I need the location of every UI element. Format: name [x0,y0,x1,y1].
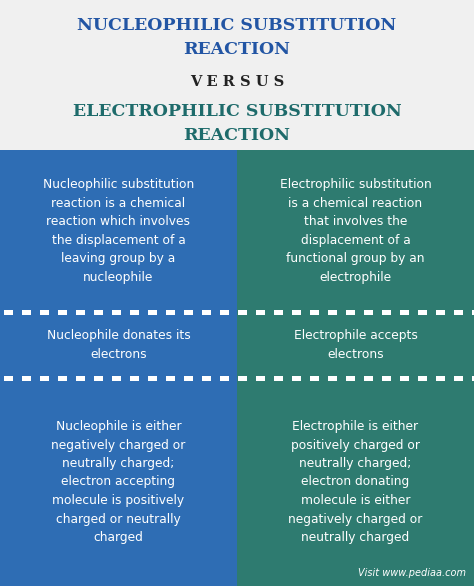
Bar [382,376,391,380]
Bar [40,376,49,380]
Bar [237,312,474,378]
Bar [202,309,211,315]
Text: Nucleophile donates its
electrons: Nucleophile donates its electrons [46,329,191,361]
Bar [166,309,175,315]
Text: Nucleophile is either
negatively charged or
neutrally charged;
electron acceptin: Nucleophile is either negatively charged… [51,420,186,544]
Bar [130,376,139,380]
Text: V E R S U S: V E R S U S [190,75,284,89]
Bar [238,376,247,380]
Bar [436,376,445,380]
Bar [237,150,474,312]
Bar [184,376,193,380]
Bar [130,309,139,315]
Bar [400,376,409,380]
Bar [274,309,283,315]
Bar [4,376,13,380]
Bar [58,309,67,315]
Bar [0,312,237,378]
Text: Nucleophilic substitution
reaction is a chemical
reaction which involves
the dis: Nucleophilic substitution reaction is a … [43,178,194,284]
Bar [436,309,445,315]
Bar [58,376,67,380]
Bar [0,378,237,586]
Bar [148,309,157,315]
Bar [112,376,121,380]
Bar [76,309,85,315]
Bar [472,376,474,380]
Bar [292,309,301,315]
Bar [40,309,49,315]
Bar [148,376,157,380]
Bar [364,376,373,380]
Bar [94,309,103,315]
Bar [292,376,301,380]
Bar [237,378,474,586]
Bar [454,309,463,315]
Bar [220,376,229,380]
Bar [202,376,211,380]
Bar [382,309,391,315]
Bar [328,376,337,380]
Text: ELECTROPHILIC SUBSTITUTION: ELECTROPHILIC SUBSTITUTION [73,104,401,121]
Text: REACTION: REACTION [183,128,291,145]
Bar [0,150,237,312]
Bar [112,309,121,315]
Text: REACTION: REACTION [183,42,291,59]
Bar [220,309,229,315]
Bar [418,376,427,380]
Bar [310,376,319,380]
Bar [256,376,265,380]
Bar [22,376,31,380]
Bar [364,309,373,315]
Bar [310,309,319,315]
Bar [238,309,247,315]
Bar [166,376,175,380]
Bar [274,376,283,380]
Bar [328,309,337,315]
Bar [400,309,409,315]
Bar [4,309,13,315]
Bar [22,309,31,315]
Text: NUCLEOPHILIC SUBSTITUTION: NUCLEOPHILIC SUBSTITUTION [77,18,397,35]
Bar [346,309,355,315]
Bar [472,309,474,315]
Bar [454,376,463,380]
Bar [256,309,265,315]
Bar [418,309,427,315]
Text: Electrophile is either
positively charged or
neutrally charged;
electron donatin: Electrophile is either positively charge… [288,420,423,544]
Bar [184,309,193,315]
Text: Visit www.pediaa.com: Visit www.pediaa.com [358,568,466,578]
Bar [346,376,355,380]
Bar [94,376,103,380]
Bar [76,376,85,380]
Text: Electrophilic substitution
is a chemical reaction
that involves the
displacement: Electrophilic substitution is a chemical… [280,178,431,284]
Text: Electrophile accepts
electrons: Electrophile accepts electrons [293,329,418,361]
